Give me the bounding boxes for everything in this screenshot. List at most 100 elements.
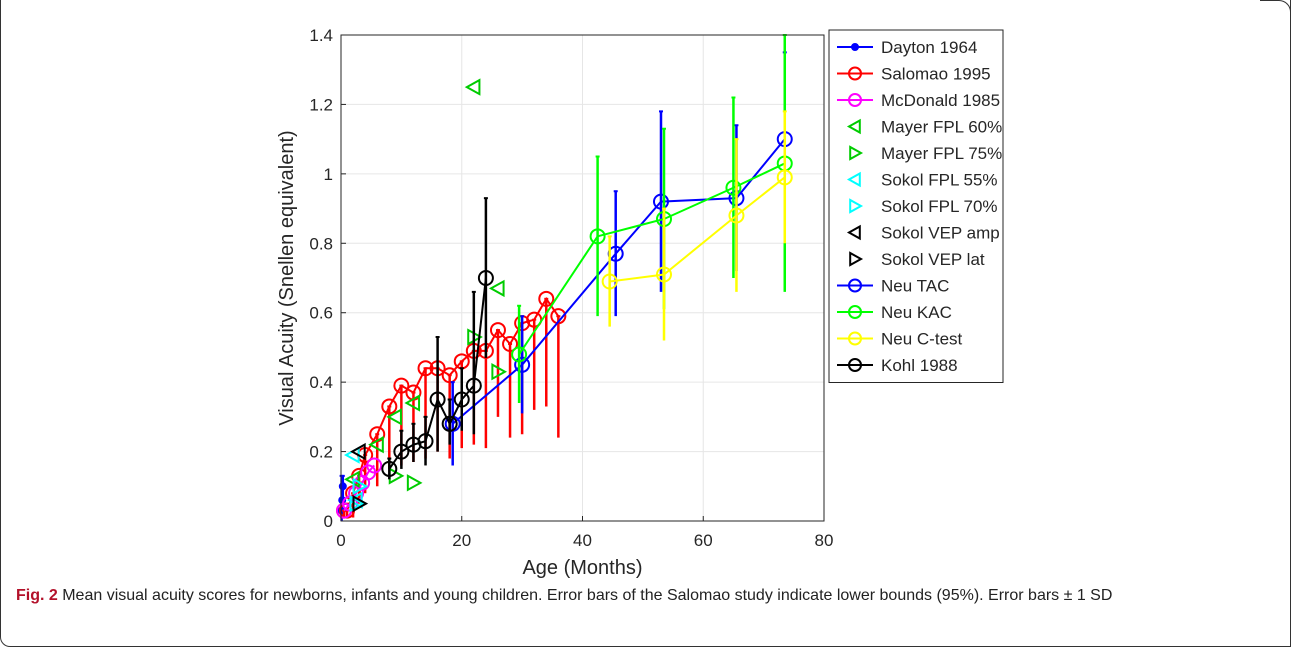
x-tick-label: 60 (694, 531, 713, 550)
data-point (393, 377, 410, 394)
legend-label: Neu C-test (881, 330, 963, 349)
data-point (381, 460, 398, 477)
series-12 (381, 197, 494, 480)
data-point (366, 457, 383, 474)
legend-item: Mayer FPL 75% (849, 144, 1002, 163)
legend-label: Mayer FPL 60% (881, 118, 1002, 137)
data-point (352, 494, 369, 513)
legend-item: Neu TAC (837, 277, 949, 296)
data-point (477, 270, 494, 286)
x-tick-label: 80 (815, 531, 834, 550)
legend-item: Sokol FPL 70% (849, 197, 998, 216)
data-point (464, 78, 481, 96)
legend-item: McDonald 1985 (837, 91, 1000, 110)
legend-item: Neu KAC (837, 303, 952, 322)
legend-marker (848, 93, 862, 107)
series-11 (601, 110, 793, 341)
legend-label: Sokol FPL 70% (881, 197, 998, 216)
series-10 (511, 34, 793, 403)
data-point (491, 363, 508, 381)
legend-marker (849, 251, 864, 267)
x-tick-label: 20 (452, 531, 471, 550)
legend-item: Salomao 1995 (837, 65, 991, 84)
legend-marker (846, 118, 861, 135)
chart: 0 20 40 60 80 0 0.2 0.4 0.6 0.8 1 1.2 1.4 Age (Month… (276, 26, 1004, 579)
data-point (368, 435, 384, 454)
x-tick-label: 40 (573, 531, 592, 550)
y-tick-label: 0.8 (309, 234, 333, 253)
y-axis-label: Visual Acuity (Snellen equivalent) (276, 130, 298, 425)
legend-label: Neu KAC (881, 303, 952, 322)
data-point (386, 408, 402, 426)
legend-marker (851, 43, 859, 51)
legend-label: Sokol FPL 55% (881, 171, 998, 190)
legend-item: Dayton 1964 (837, 38, 977, 57)
series-line (452, 138, 786, 425)
legend-item: Sokol VEP lat (849, 250, 985, 269)
figure-frame-corner (1260, 0, 1291, 21)
data-point (488, 279, 505, 298)
x-tick-label: 0 (336, 531, 345, 550)
data-point (441, 367, 458, 384)
legend-marker (849, 145, 864, 161)
legend-marker (848, 66, 862, 81)
data-point (511, 346, 528, 363)
data-point (656, 266, 673, 283)
legend-marker (848, 278, 862, 293)
legend-item: Sokol FPL 55% (846, 171, 998, 190)
series-7 (350, 442, 366, 461)
data-point (776, 169, 793, 186)
axes-box (340, 34, 825, 522)
legend-label: Mayer FPL 75% (881, 144, 1002, 163)
series-8 (352, 494, 369, 513)
legend-label: McDonald 1985 (881, 91, 1000, 110)
legend-marker (849, 198, 864, 214)
legend-label: Sokol VEP amp (881, 224, 1000, 243)
data-point (417, 433, 434, 450)
legend-item: Sokol VEP amp (846, 224, 1000, 243)
data-point (429, 391, 446, 408)
legend-label: Dayton 1964 (881, 38, 977, 57)
data-point (406, 474, 423, 492)
data-point (601, 273, 618, 290)
legend-label: Sokol VEP lat (881, 250, 985, 269)
legend-label: Kohl 1988 (881, 356, 958, 375)
data-point (417, 360, 434, 377)
legend-marker (846, 224, 861, 241)
series-line (609, 176, 786, 283)
series-6 (349, 477, 369, 513)
series-1 (336, 290, 567, 519)
y-tick-label: 0.6 (309, 304, 333, 323)
legend-label: Neu TAC (881, 277, 949, 296)
data-point (381, 398, 398, 415)
legend-item: Kohl 1988 (837, 356, 958, 375)
legend-marker (848, 331, 862, 346)
legend-marker (848, 305, 862, 319)
data-point (652, 193, 669, 210)
y-tick-label: 0.2 (309, 443, 333, 462)
figure-caption: Fig. 2 Mean visual acuity scores for new… (16, 585, 1266, 607)
plot-data (336, 34, 793, 521)
caption-text: Mean visual acuity scores for newborns, … (57, 587, 1113, 604)
y-tick-label: 0.4 (309, 373, 333, 392)
data-point (538, 290, 555, 307)
data-point (489, 322, 506, 339)
y-tick-label: 0 (324, 512, 333, 531)
axis-ticks: 0 20 40 60 80 0 0.2 0.4 0.6 0.8 1 1.2 1.4 (309, 26, 833, 550)
data-point (350, 442, 366, 461)
data-point (465, 377, 482, 394)
data-point (352, 477, 369, 495)
data-point (344, 470, 360, 489)
y-tick-label: 1.4 (309, 26, 333, 45)
x-axis-label: Age (Months) (522, 557, 642, 579)
caption-label: Fig. 2 (16, 587, 58, 604)
data-point (589, 228, 606, 245)
data-point (728, 207, 745, 224)
y-tick-label: 1 (324, 165, 333, 184)
legend-box (828, 29, 1004, 383)
data-point (725, 179, 742, 196)
data-point (453, 391, 470, 408)
data-point (404, 394, 421, 412)
data-point (349, 494, 366, 513)
